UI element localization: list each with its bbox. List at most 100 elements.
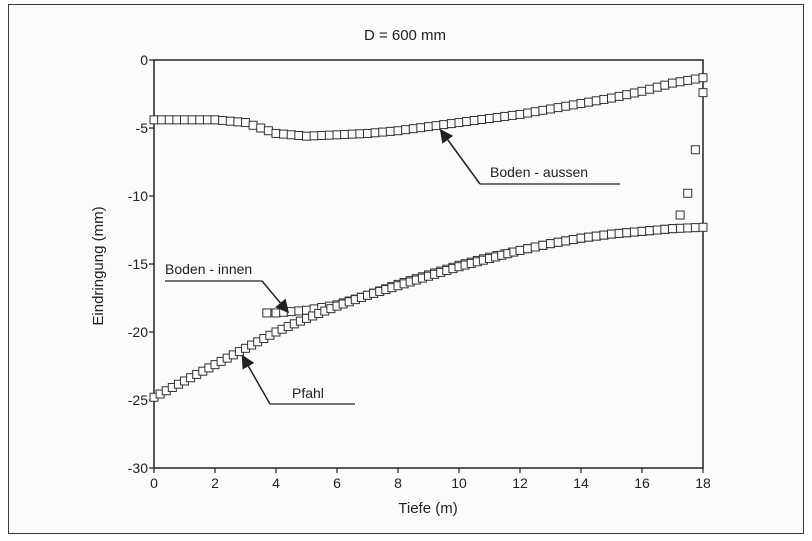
y-tick-label: -10 <box>128 188 148 204</box>
data-point <box>568 235 578 245</box>
data-point <box>469 116 479 126</box>
data-point <box>385 126 395 136</box>
annotation-arrow <box>241 354 271 405</box>
data-point <box>530 107 540 117</box>
data-point <box>546 104 555 114</box>
data-point <box>164 115 174 125</box>
data-point <box>660 224 670 234</box>
data-point <box>225 116 235 126</box>
data-point <box>149 115 159 125</box>
y-tick-label: -25 <box>128 392 148 408</box>
annotation-label: Boden - aussen <box>490 164 588 180</box>
data-point <box>515 245 525 255</box>
data-point <box>157 115 167 125</box>
data-point <box>683 223 693 233</box>
series-pfahl <box>149 88 708 402</box>
data-point <box>180 115 189 125</box>
data-point <box>584 232 594 242</box>
data-point <box>263 126 273 136</box>
data-point <box>622 90 632 100</box>
data-point <box>523 244 533 254</box>
x-tick-label: 0 <box>150 475 158 491</box>
x-tick-label: 10 <box>451 475 467 491</box>
data-point <box>279 129 289 139</box>
data-point <box>591 96 601 106</box>
data-point <box>241 118 250 128</box>
data-point <box>698 88 708 98</box>
data-point <box>424 122 433 132</box>
data-point <box>607 229 616 239</box>
x-tick-label: 2 <box>211 475 219 491</box>
annotations: Boden - aussen Boden - innen Pfahl <box>165 128 620 405</box>
data-point <box>629 227 639 237</box>
data-point <box>401 125 411 135</box>
data-point <box>446 119 456 129</box>
data-point <box>218 116 228 126</box>
annotation-arrow <box>261 280 290 314</box>
data-point <box>698 222 708 232</box>
x-axis-title: Tiefe (m) <box>398 500 457 517</box>
x-tick-label: 18 <box>695 475 711 491</box>
x-tick-label: 4 <box>272 475 280 491</box>
data-point <box>675 210 685 220</box>
x-tick-label: 8 <box>394 475 402 491</box>
data-point <box>614 91 624 101</box>
data-point <box>439 120 449 130</box>
y-tick-label: -30 <box>128 460 148 476</box>
data-point <box>675 77 685 87</box>
axes: 0 2 4 6 8 10 12 14 16 18 0 -5 -10 -15 -20 -25 -30 <box>128 52 711 491</box>
data-point <box>599 94 609 104</box>
data-point <box>675 223 685 233</box>
data-point <box>294 306 304 316</box>
annotation-label: Boden - innen <box>165 261 252 277</box>
data-point <box>187 115 197 125</box>
data-point <box>485 113 494 123</box>
data-point <box>599 230 609 240</box>
data-point <box>568 100 578 110</box>
data-point <box>622 228 632 238</box>
data-point <box>332 130 342 140</box>
annotation-pfahl: Pfahl <box>241 354 355 405</box>
chart-frame <box>8 4 804 534</box>
data-point <box>515 109 525 119</box>
data-point <box>546 239 555 249</box>
data-point <box>416 123 426 133</box>
data-point <box>668 224 677 234</box>
x-tick-label: 6 <box>333 475 341 491</box>
data-point <box>262 308 272 318</box>
data-point <box>668 78 677 88</box>
series-boden-aussen <box>149 73 708 141</box>
data-point <box>309 131 319 141</box>
data-point <box>492 112 502 122</box>
data-point <box>477 115 487 124</box>
y-tick-label: -5 <box>136 120 149 136</box>
data-point <box>683 188 693 198</box>
data-point <box>340 129 350 139</box>
data-point <box>302 131 311 141</box>
data-point <box>652 82 662 92</box>
data-point <box>629 88 639 98</box>
data-point <box>530 242 540 252</box>
data-point <box>645 226 655 236</box>
data-point <box>683 75 693 85</box>
data-point <box>256 123 266 133</box>
annotation-boden-aussen: Boden - aussen <box>439 128 620 185</box>
data-point <box>584 97 594 107</box>
data-point <box>271 128 281 138</box>
data-point <box>355 129 365 139</box>
data-point <box>347 129 357 139</box>
data-point <box>561 101 571 111</box>
data-point <box>538 240 548 250</box>
data-point <box>271 308 281 318</box>
x-tick-label: 12 <box>512 475 528 491</box>
data-point <box>408 124 418 134</box>
data-point <box>393 126 403 136</box>
data-point <box>561 236 571 246</box>
data-point <box>500 111 510 121</box>
data-point <box>202 115 212 125</box>
annotation-label: Pfahl <box>292 385 324 401</box>
data-point <box>698 73 708 83</box>
data-point <box>690 74 700 84</box>
y-tick-label: -20 <box>128 324 148 340</box>
data-point <box>286 130 296 140</box>
